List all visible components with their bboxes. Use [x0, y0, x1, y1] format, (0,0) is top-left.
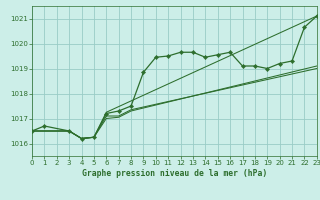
- X-axis label: Graphe pression niveau de la mer (hPa): Graphe pression niveau de la mer (hPa): [82, 169, 267, 178]
